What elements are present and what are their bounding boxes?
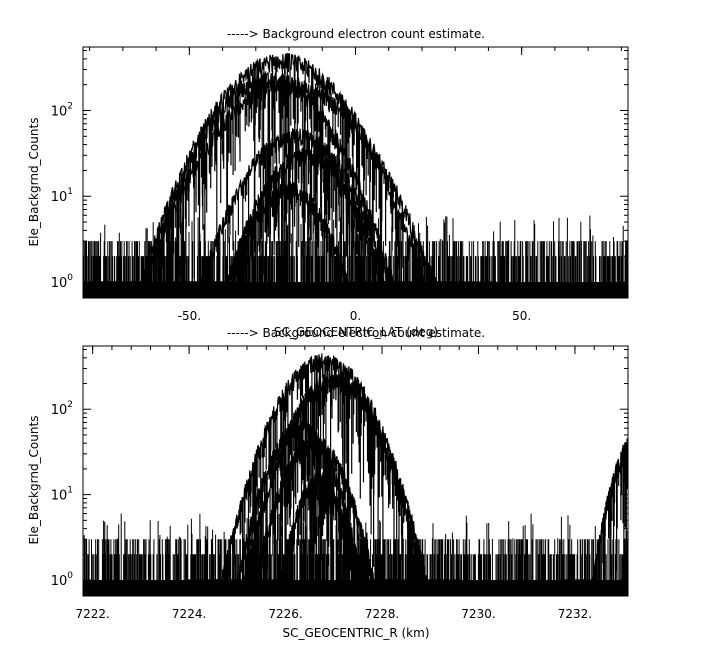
series-line-5 [562, 438, 628, 581]
x-tick-label: 7224. [172, 607, 206, 621]
chart-title: -----> Background electron count estimat… [227, 326, 485, 340]
y-tick-label: 102 [51, 101, 73, 119]
y-axis-label: Ele_Backgrnd_Counts [27, 118, 41, 247]
x-tick-label: 0. [350, 309, 361, 323]
series-line-1 [208, 372, 460, 581]
series-line-3 [214, 434, 415, 581]
plot-frame [82, 345, 629, 597]
y-tick-label: 102 [51, 400, 73, 418]
x-tick-label: 7222. [75, 607, 109, 621]
x-tick-label: 7232. [558, 607, 592, 621]
series-line-2 [83, 75, 497, 283]
y-tick-label: 101 [51, 486, 73, 504]
y-tick-label: 100 [51, 273, 74, 291]
chart-title: -----> Background electron count estimat… [227, 27, 485, 41]
series-line-4 [167, 147, 444, 283]
series-line-5 [168, 181, 410, 283]
data-layer [83, 353, 628, 596]
lat-panel: -----> Background electron count estimat… [27, 27, 629, 339]
x-axis-label: SC_GEOCENTRIC_LAT (deg) [274, 325, 438, 339]
x-tick-label: -50. [178, 309, 201, 323]
y-tick-label: 101 [51, 187, 73, 205]
x-tick-label: 7228. [365, 607, 399, 621]
x-tick-label: 7226. [268, 607, 302, 621]
series-line-3 [140, 128, 452, 283]
tick-layer: 7222. 7224. 7226. 7228. 7230. 7232. 100 101 102 [51, 346, 628, 621]
data-layer [83, 52, 628, 298]
y-axis-label: Ele_Backgrnd_Counts [27, 416, 41, 545]
y-tick-label: 100 [51, 571, 74, 589]
x-tick-label: 7230. [461, 607, 495, 621]
series-line-0 [92, 52, 473, 283]
x-tick-label: 50. [512, 309, 531, 323]
radius-panel: -----> Background electron count estimat… [27, 326, 629, 640]
x-axis-label: SC_GEOCENTRIC_R (km) [283, 626, 430, 640]
series-line-4 [244, 472, 395, 581]
